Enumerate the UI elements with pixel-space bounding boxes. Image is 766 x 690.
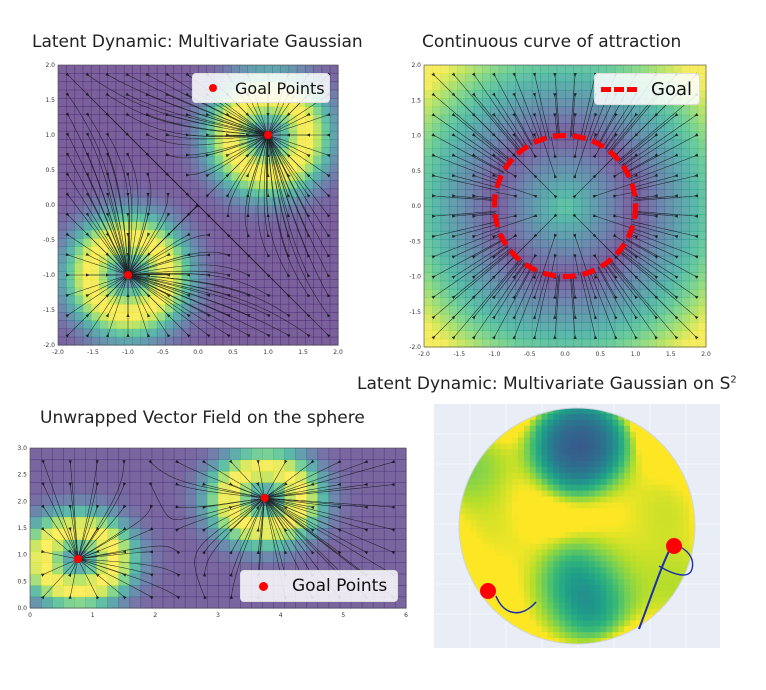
- chart3-xtick: 5: [341, 612, 345, 619]
- chart1-ytick: 1.0: [45, 132, 55, 139]
- chart4-title-sup: 2: [730, 374, 737, 386]
- chart2-ytick: -2.0: [409, 344, 421, 351]
- chart1-ytick: 1.5: [45, 97, 55, 104]
- chart1-ytick: -1.5: [43, 307, 55, 314]
- chart3-frame: [29, 447, 407, 609]
- chart3-ytick: 3.0: [17, 445, 27, 452]
- chart3-title: Unwrapped Vector Field on the sphere: [40, 408, 365, 428]
- chart2-ytick: -1.0: [409, 274, 421, 281]
- chart1-xtick: -2.0: [52, 349, 64, 356]
- chart1-legend-label: Goal Points: [235, 78, 325, 98]
- chart2-ytick: -1.5: [409, 309, 421, 316]
- chart2-legend: Goal: [594, 73, 700, 105]
- chart2-xtick: 0.0: [560, 351, 570, 358]
- chart3-ytick: 1.0: [17, 552, 27, 559]
- chart1-xtick: 0.5: [228, 349, 238, 356]
- chart3-ytick: 2.0: [17, 498, 27, 505]
- chart2-plot: -2.0 -1.5 -1.0 -0.5 0.0 0.5 1.0 1.5 2.0 2.0 1.5 1.0…: [409, 62, 711, 358]
- chart2-xtick: 2.0: [701, 351, 711, 358]
- chart1-ytick: 0.5: [45, 167, 55, 174]
- chart1-plot: -2.0 -1.5 -1.0 -0.5 0.0 0.5 1.0 1.5 2.0 2.0 1.5 1.0…: [43, 62, 343, 356]
- chart2-legend-label: Goal: [651, 78, 692, 100]
- chart3-xtick: 0: [28, 612, 32, 619]
- chart3-xtick: 2: [153, 612, 157, 619]
- goal-point: [264, 131, 272, 139]
- chart2-xtick: -1.5: [453, 351, 465, 358]
- chart3-plot: 0 1 2 3 4 5 6 3.0 2.5 2.0 1.5 1.0 0.5 0.0: [17, 445, 408, 619]
- chart2-ytick: 0.0: [411, 203, 421, 210]
- chart1-xtick: 1.5: [298, 349, 308, 356]
- chart3-xtick: 1: [91, 612, 95, 619]
- chart3-xtick: 6: [404, 612, 408, 619]
- goal-curve: [492, 133, 638, 279]
- trajectory: [495, 595, 537, 614]
- chart1-xtick: -1.0: [122, 349, 134, 356]
- goal-point: [124, 271, 132, 279]
- chart2-ytick: -0.5: [409, 238, 421, 245]
- goal-point: [260, 494, 269, 502]
- chart1-legend: Goal Points: [192, 73, 330, 103]
- legend-goal-marker-icon: [259, 581, 268, 591]
- chart4-title: Latent Dynamic: Multivariate Gaussian on…: [357, 374, 737, 394]
- chart1-xtick: 2.0: [333, 349, 343, 356]
- chart2-xtick: 1.5: [666, 351, 676, 358]
- chart4-title-text: Latent Dynamic: Multivariate Gaussian on…: [357, 374, 731, 394]
- chart1-xtick: 1.0: [263, 349, 273, 356]
- chart3-ytick: 1.5: [17, 525, 27, 532]
- chart3-legend-label: Goal Points: [292, 576, 388, 596]
- chart3-xtick: 4: [279, 612, 283, 619]
- chart1-ytick: -1.0: [43, 272, 55, 279]
- chart4-sphere: [434, 404, 720, 648]
- goal-marker: [666, 538, 682, 554]
- chart1-ytick: 2.0: [45, 62, 55, 69]
- chart1-frame: [57, 64, 339, 346]
- chart2-ytick: 2.0: [411, 62, 421, 69]
- chart1-title: Latent Dynamic: Multivariate Gaussian: [32, 32, 363, 52]
- goal-point: [73, 555, 82, 563]
- chart2-xtick: -1.0: [489, 351, 501, 358]
- chart3-ytick: 0.0: [17, 605, 27, 612]
- goal-marker: [480, 583, 496, 599]
- chart3-ytick: 0.5: [17, 578, 27, 585]
- chart2-xtick: -2.0: [418, 351, 430, 358]
- chart2-xtick: 1.0: [631, 351, 641, 358]
- chart2-ytick: 1.5: [411, 97, 421, 104]
- chart3-ytick: 2.5: [17, 472, 27, 479]
- chart2-frame: [423, 64, 707, 348]
- legend-goal-marker-icon: [209, 84, 217, 92]
- chart1-ytick: -0.5: [43, 237, 55, 244]
- chart1-xtick: -1.5: [87, 349, 99, 356]
- chart1-xtick: 0.0: [193, 349, 203, 356]
- legend-goal-line-icon: [601, 86, 637, 92]
- chart2-title: Continuous curve of attraction: [422, 32, 682, 52]
- chart1-ytick: 0.0: [45, 202, 55, 209]
- chart3-legend: Goal Points: [240, 570, 398, 602]
- chart2-xtick: -0.5: [524, 351, 536, 358]
- chart1-ytick: -2.0: [43, 342, 55, 349]
- chart2-xtick: 0.5: [595, 351, 605, 358]
- chart3-xtick: 3: [216, 612, 220, 619]
- chart2-ytick: 0.5: [411, 168, 421, 175]
- chart1-xtick: -0.5: [157, 349, 169, 356]
- chart2-ytick: 1.0: [411, 133, 421, 140]
- sphere-outline: [458, 407, 696, 645]
